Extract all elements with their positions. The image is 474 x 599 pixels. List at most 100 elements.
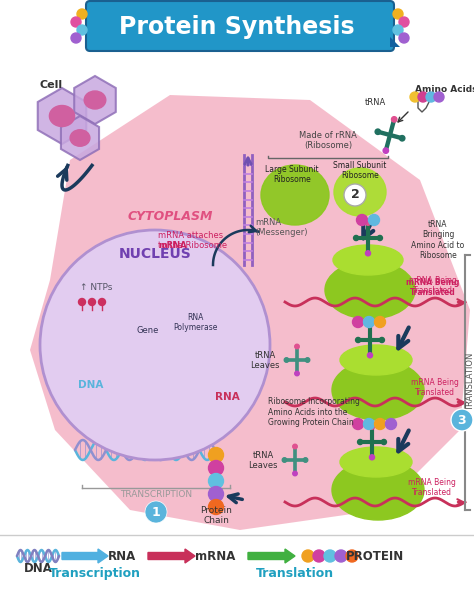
Text: DNA: DNA bbox=[24, 562, 53, 575]
Text: mRNA Being
Translated: mRNA Being Translated bbox=[411, 377, 459, 397]
Text: Cell: Cell bbox=[40, 80, 63, 90]
Circle shape bbox=[344, 184, 366, 206]
Text: 3: 3 bbox=[458, 413, 466, 426]
Circle shape bbox=[365, 220, 371, 225]
Ellipse shape bbox=[70, 130, 90, 146]
Text: Amino Acids: Amino Acids bbox=[415, 85, 474, 94]
Circle shape bbox=[382, 440, 386, 444]
Circle shape bbox=[393, 25, 403, 35]
Circle shape bbox=[374, 316, 385, 328]
Circle shape bbox=[356, 214, 367, 225]
Text: CYTOPLASM: CYTOPLASM bbox=[128, 210, 213, 223]
Text: PROTEIN: PROTEIN bbox=[346, 549, 404, 562]
Circle shape bbox=[369, 455, 374, 460]
Circle shape bbox=[209, 473, 224, 489]
Text: mRNA attaches
to the Ribosome: mRNA attaches to the Ribosome bbox=[158, 231, 227, 250]
Text: 2: 2 bbox=[351, 189, 359, 201]
Circle shape bbox=[369, 424, 374, 429]
Circle shape bbox=[364, 419, 374, 429]
Circle shape bbox=[77, 9, 87, 19]
Text: RNA
Polymerase: RNA Polymerase bbox=[173, 313, 217, 332]
Text: tRNA
Leaves: tRNA Leaves bbox=[248, 450, 278, 470]
Text: Protein
Chain: Protein Chain bbox=[200, 506, 232, 525]
Ellipse shape bbox=[325, 261, 415, 319]
Circle shape bbox=[367, 353, 373, 358]
Circle shape bbox=[400, 135, 405, 141]
Circle shape bbox=[353, 316, 364, 328]
Circle shape bbox=[295, 344, 299, 349]
Circle shape bbox=[209, 500, 224, 515]
Circle shape bbox=[302, 550, 314, 562]
Polygon shape bbox=[390, 37, 400, 47]
Circle shape bbox=[284, 358, 289, 362]
Text: mRNA Being
Translated: mRNA Being Translated bbox=[408, 477, 456, 497]
Ellipse shape bbox=[333, 245, 403, 275]
Circle shape bbox=[410, 92, 420, 102]
Text: 1: 1 bbox=[152, 506, 160, 519]
Text: mRNA: mRNA bbox=[158, 241, 187, 250]
Circle shape bbox=[305, 358, 310, 362]
Circle shape bbox=[383, 148, 389, 153]
Text: Protein Synthesis: Protein Synthesis bbox=[119, 15, 355, 39]
Circle shape bbox=[434, 92, 444, 102]
Text: Ribosome Incorporating
Amino Acids into the
Growing Protein Chain: Ribosome Incorporating Amino Acids into … bbox=[268, 397, 360, 427]
Circle shape bbox=[354, 235, 359, 241]
Text: Gene: Gene bbox=[137, 326, 159, 335]
FancyArrow shape bbox=[62, 549, 108, 563]
Circle shape bbox=[303, 458, 308, 462]
Text: Made of rRNA
(Ribosome): Made of rRNA (Ribosome) bbox=[299, 131, 357, 150]
Circle shape bbox=[295, 371, 299, 376]
Circle shape bbox=[71, 33, 81, 43]
Text: tRNA
Leaves: tRNA Leaves bbox=[250, 350, 280, 370]
Text: mRNA
(Messenger): mRNA (Messenger) bbox=[255, 217, 308, 237]
Circle shape bbox=[209, 486, 224, 501]
Circle shape bbox=[368, 214, 380, 225]
FancyBboxPatch shape bbox=[86, 1, 394, 51]
Ellipse shape bbox=[340, 447, 412, 477]
Circle shape bbox=[293, 444, 297, 449]
Circle shape bbox=[399, 33, 409, 43]
Circle shape bbox=[99, 298, 106, 305]
Circle shape bbox=[79, 298, 85, 305]
Text: RNA: RNA bbox=[108, 549, 136, 562]
FancyArrow shape bbox=[148, 549, 195, 563]
Circle shape bbox=[77, 25, 87, 35]
Ellipse shape bbox=[334, 168, 386, 216]
Text: Transcription: Transcription bbox=[49, 567, 141, 580]
Circle shape bbox=[393, 9, 403, 19]
Text: Large Subunit
Ribosome: Large Subunit Ribosome bbox=[265, 165, 319, 184]
Text: Small Subunit
Ribosome: Small Subunit Ribosome bbox=[333, 161, 387, 180]
Circle shape bbox=[392, 117, 397, 122]
Circle shape bbox=[364, 316, 374, 328]
Ellipse shape bbox=[340, 345, 412, 375]
Circle shape bbox=[313, 550, 325, 562]
Text: ↑ NTPs: ↑ NTPs bbox=[80, 283, 112, 292]
Polygon shape bbox=[61, 116, 99, 160]
Circle shape bbox=[374, 419, 385, 429]
Text: tRNA
Bringing
Amino Acid to
Ribosome: tRNA Bringing Amino Acid to Ribosome bbox=[411, 220, 465, 260]
Text: mRNA: mRNA bbox=[195, 549, 235, 562]
Circle shape bbox=[418, 92, 428, 102]
Circle shape bbox=[426, 92, 436, 102]
Circle shape bbox=[367, 322, 373, 327]
Ellipse shape bbox=[49, 105, 74, 126]
Circle shape bbox=[335, 550, 347, 562]
Text: TRANSCRIPTION: TRANSCRIPTION bbox=[120, 490, 192, 499]
Circle shape bbox=[377, 235, 383, 241]
Circle shape bbox=[375, 129, 381, 134]
Circle shape bbox=[399, 17, 409, 27]
Polygon shape bbox=[38, 88, 86, 144]
Circle shape bbox=[282, 458, 287, 462]
Circle shape bbox=[209, 461, 224, 476]
Ellipse shape bbox=[261, 165, 329, 225]
Circle shape bbox=[89, 298, 95, 305]
Circle shape bbox=[40, 230, 270, 460]
Circle shape bbox=[346, 550, 358, 562]
Circle shape bbox=[356, 337, 361, 343]
Circle shape bbox=[353, 419, 364, 429]
Circle shape bbox=[71, 17, 81, 27]
Circle shape bbox=[451, 409, 473, 431]
Ellipse shape bbox=[332, 360, 424, 420]
Circle shape bbox=[293, 471, 297, 476]
Text: TRANSLATION: TRANSLATION bbox=[466, 353, 474, 411]
